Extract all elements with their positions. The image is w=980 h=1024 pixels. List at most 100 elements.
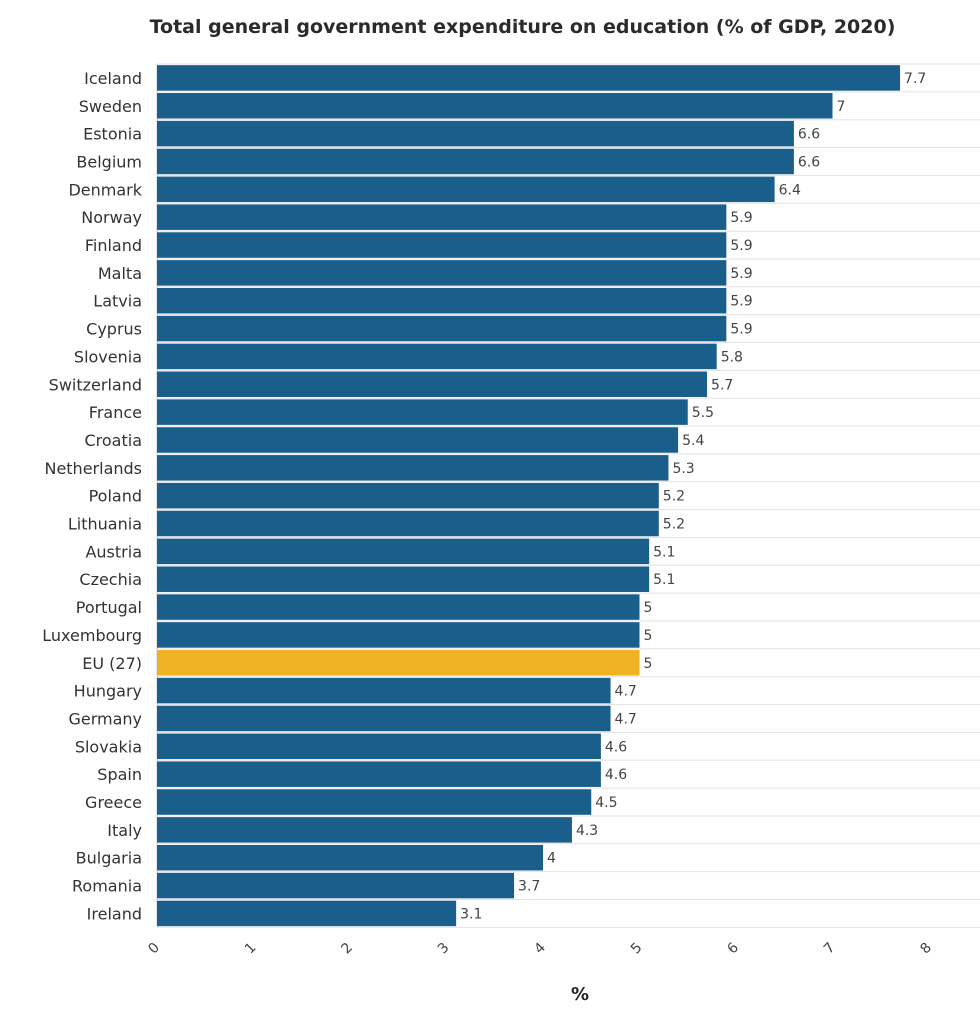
x-tick-label: 8	[917, 940, 935, 958]
category-label: Greece	[85, 793, 142, 812]
category-label: Finland	[85, 236, 142, 255]
bar	[157, 93, 833, 119]
category-label: Sweden	[79, 97, 142, 116]
x-axis-ticks: 0 1 2 3 4 5 6 7 8	[145, 940, 935, 958]
bar	[157, 705, 611, 732]
x-axis-title: %	[571, 984, 589, 1005]
bar	[157, 482, 659, 509]
bar	[157, 371, 708, 398]
data-label: 7.7	[904, 71, 926, 87]
category-label: Luxembourg	[42, 626, 142, 645]
category-label: Poland	[89, 487, 142, 506]
x-tick-label: 5	[628, 940, 646, 958]
data-label: 4.6	[605, 739, 627, 755]
chart-title: Total general government expenditure on …	[149, 16, 896, 38]
data-label: 5.4	[682, 433, 704, 449]
category-label: Hungary	[74, 682, 142, 701]
x-tick-label: 1	[242, 940, 260, 958]
bar	[157, 427, 679, 453]
data-label: 4.3	[576, 823, 598, 839]
category-label: Belgium	[76, 152, 142, 171]
data-label: 5	[644, 656, 653, 672]
bar	[157, 594, 640, 620]
bar	[157, 120, 794, 147]
data-label: 5.2	[663, 489, 685, 505]
category-label: Slovenia	[74, 347, 142, 366]
data-label: 4.7	[615, 711, 637, 727]
category-label: Bulgaria	[76, 849, 142, 868]
bar	[157, 538, 650, 565]
bar	[157, 232, 727, 258]
bar	[157, 622, 640, 648]
category-label: Denmark	[68, 180, 142, 199]
bar	[157, 260, 727, 286]
category-label: Slovakia	[75, 737, 142, 756]
bar	[157, 176, 775, 203]
data-label: 5.2	[663, 517, 685, 533]
category-label: Portugal	[76, 598, 142, 617]
data-label: 5.7	[711, 377, 733, 393]
category-label: Austria	[85, 542, 142, 561]
category-label: Malta	[98, 264, 142, 283]
data-label: 3.1	[460, 906, 482, 922]
category-label: Spain	[97, 765, 142, 784]
data-label: 5.9	[730, 266, 752, 282]
bar	[157, 817, 572, 843]
bar	[157, 677, 611, 704]
data-label: 6.4	[779, 182, 801, 198]
data-label: 5.1	[653, 544, 675, 560]
data-label: 5.5	[692, 405, 714, 421]
category-label: Latvia	[93, 292, 142, 311]
data-label: 5	[644, 628, 653, 644]
bar	[157, 733, 601, 760]
data-label: 7	[837, 99, 846, 115]
data-label: 5.9	[730, 238, 752, 254]
bar	[157, 204, 727, 230]
data-label: 5.9	[730, 294, 752, 310]
data-label: 5.9	[730, 210, 752, 226]
x-tick-label: 7	[821, 940, 839, 958]
bars	[157, 65, 901, 927]
category-label: EU (27)	[82, 654, 142, 673]
x-tick-label: 2	[338, 940, 356, 958]
bar	[157, 844, 543, 871]
bar	[157, 650, 640, 676]
category-label: Netherlands	[44, 459, 142, 478]
bar	[157, 399, 688, 425]
data-label: 3.7	[518, 879, 540, 895]
category-label: Lithuania	[68, 515, 142, 534]
grid-lines	[156, 63, 980, 928]
data-label: 5.3	[672, 461, 694, 477]
x-tick-label: 3	[435, 940, 453, 958]
category-label: Croatia	[84, 431, 142, 450]
x-tick-label: 6	[724, 940, 742, 958]
data-label: 4.7	[615, 684, 637, 700]
bar	[157, 510, 659, 537]
data-label: 5.8	[721, 349, 743, 365]
category-label: France	[89, 403, 142, 422]
bar	[157, 343, 717, 370]
category-label: Norway	[81, 208, 142, 227]
x-tick-label: 0	[145, 940, 163, 958]
data-label: 5	[644, 600, 653, 616]
data-label: 6.6	[798, 127, 820, 143]
bar	[157, 148, 794, 175]
bar	[157, 566, 650, 592]
category-label: Iceland	[84, 69, 142, 88]
data-label: 5.9	[730, 322, 752, 338]
category-label: Romania	[72, 877, 142, 896]
category-label: Germany	[68, 709, 142, 728]
category-label: Czechia	[79, 570, 142, 589]
bar	[157, 65, 901, 91]
category-label: Ireland	[87, 904, 142, 923]
data-label: 4	[547, 851, 556, 867]
data-label: 4.5	[595, 795, 617, 811]
category-label: Italy	[107, 821, 142, 840]
category-label: Estonia	[83, 125, 142, 144]
x-tick-label: 4	[531, 940, 549, 958]
bar	[157, 455, 669, 481]
bar	[157, 789, 592, 815]
data-label: 6.6	[798, 154, 820, 170]
category-label: Cyprus	[86, 320, 142, 339]
